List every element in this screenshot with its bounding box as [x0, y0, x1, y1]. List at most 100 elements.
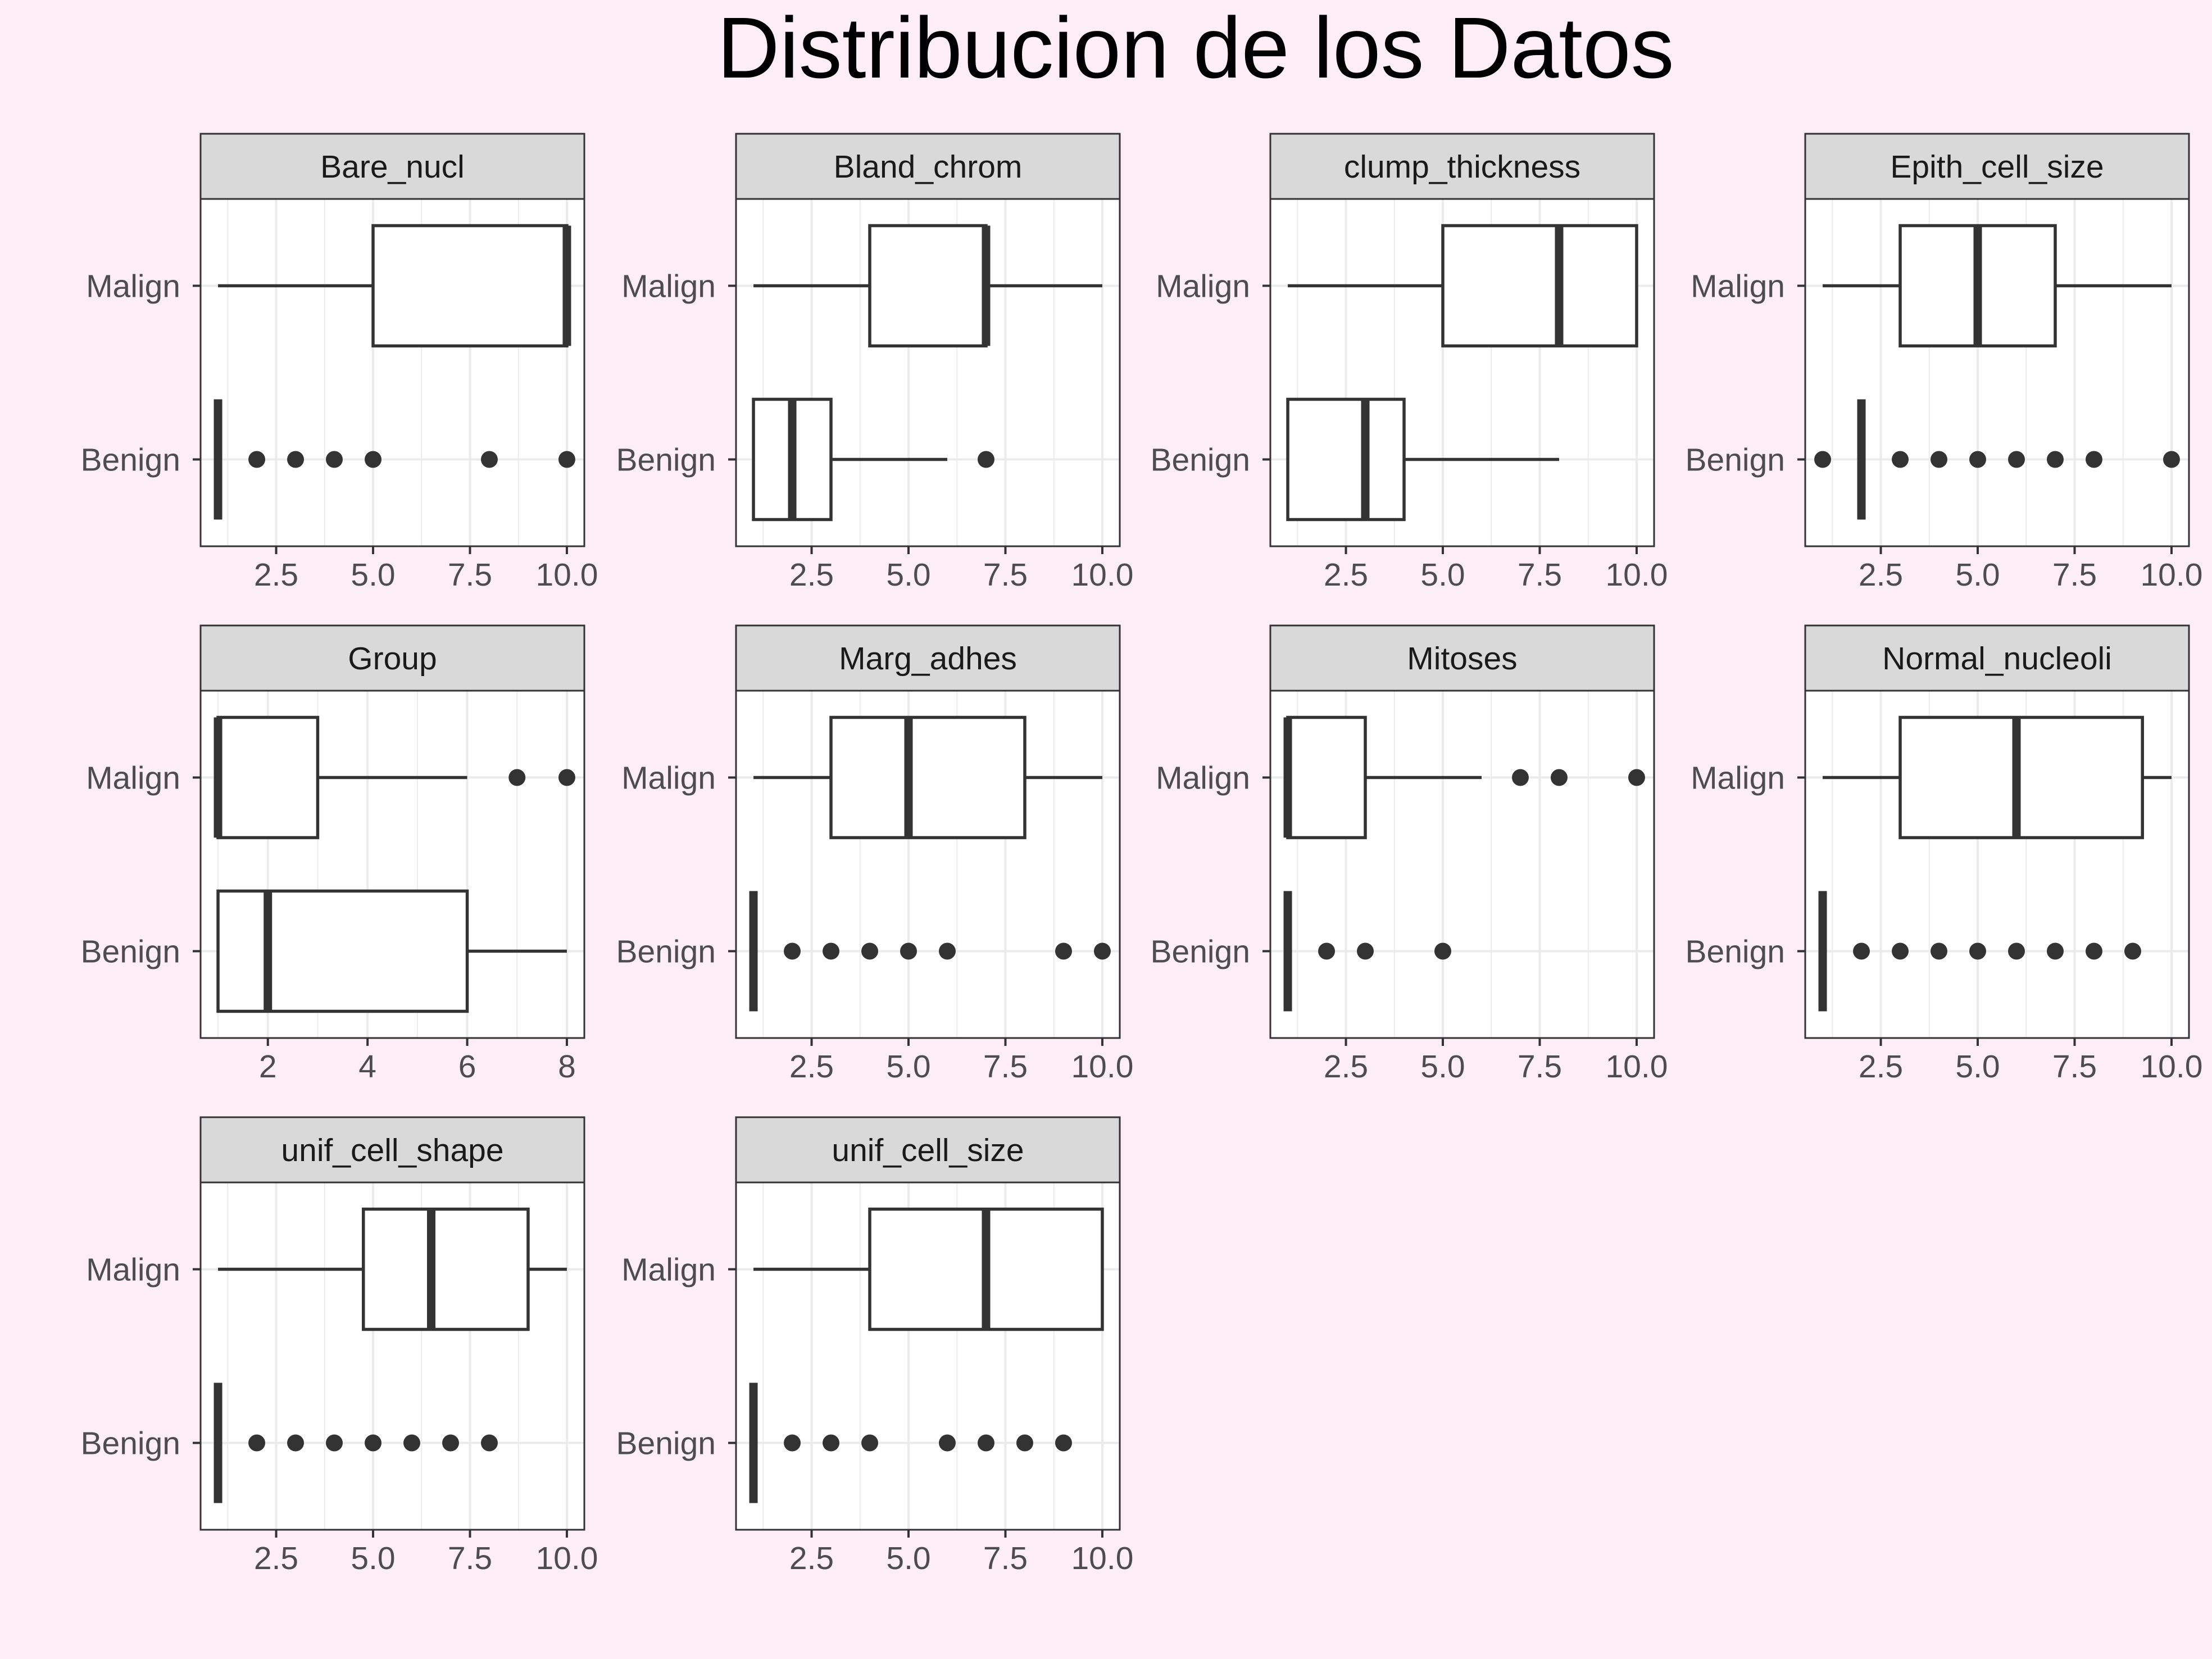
facet-panel-Epith_cell_size: Epith_cell_size Malign Benign 2.5 5.0 7.5 10.0	[1686, 133, 2202, 593]
x-tick-label: 2.5	[1324, 557, 1368, 593]
boxplot-malign	[218, 224, 571, 348]
outlier-point	[977, 451, 994, 468]
panel-border	[735, 1181, 1121, 1531]
facet-panel-Group: Group Malign Benign 2 4 6 8	[81, 624, 585, 1085]
y-tick-label-benign: Benign	[1151, 934, 1251, 970]
outlier-point	[1853, 942, 1870, 960]
facet-strip	[735, 624, 1121, 692]
facet-strip-label: Normal_nucleoli	[1882, 641, 2112, 677]
facet-strip	[1804, 624, 2190, 692]
boxplot-benign	[214, 399, 575, 520]
outlier-point	[403, 1434, 420, 1452]
boxplot-malign	[1823, 715, 2172, 840]
chart-title: Distribucion de los Datos	[717, 0, 1674, 96]
panel-border	[1804, 690, 2190, 1039]
facet-strip-label: unif_cell_shape	[281, 1132, 503, 1168]
outlier-point	[2124, 942, 2141, 960]
y-tick-label-benign: Benign	[616, 442, 716, 478]
x-tick-label: 7.5	[983, 557, 1028, 593]
boxplot-malign	[218, 1207, 567, 1331]
facet-strip	[199, 1116, 585, 1184]
outlier-point	[1357, 942, 1374, 960]
outlier-point	[823, 1434, 840, 1452]
outlier-point	[508, 769, 526, 786]
box-iqr	[868, 224, 988, 348]
outlier-point	[365, 451, 382, 468]
facet-panel-Normal_nucleoli: Normal_nucleoli Malign Benign 2.5 5.0 7.5 10.0	[1686, 624, 2202, 1085]
x-tick-label: 10.0	[1071, 557, 1133, 593]
box-iqr	[1898, 715, 2144, 840]
facet-strip	[735, 1116, 1121, 1184]
facet-strip	[1269, 624, 1655, 692]
y-tick-label-benign: Benign	[1686, 442, 1786, 478]
outlier-point	[1969, 451, 1987, 468]
x-tick-label: 2.5	[789, 1540, 834, 1576]
boxplot-benign	[752, 397, 994, 522]
facet-strip-label: Mitoses	[1407, 641, 1517, 677]
facet-strip-label: Bland_chrom	[834, 149, 1023, 185]
x-tick-label: 2.5	[1324, 1049, 1368, 1085]
box-iqr	[829, 715, 1026, 840]
facet-panels: Bare_nucl Malign Benign 2.5 5.0 7.5 10.0 Bland_…	[81, 133, 2202, 1576]
facet-panel-unif_cell_shape: unif_cell_shape Malign Benign 2.5 5.0 7.5 10.0	[81, 1116, 598, 1576]
outlier-point	[1016, 1434, 1033, 1452]
x-tick-label: 10.0	[2140, 1049, 2202, 1085]
panel-border	[199, 198, 585, 547]
boxplot-benign	[1818, 891, 2141, 1012]
outlier-point	[558, 451, 575, 468]
y-tick-label-benign: Benign	[1686, 934, 1786, 970]
facet-strip-label: Bare_nucl	[320, 149, 465, 185]
facet-strip-label: clump_thickness	[1344, 149, 1580, 185]
outlier-point	[1969, 942, 1987, 960]
outlier-point	[558, 769, 575, 786]
box-iqr	[1441, 224, 1638, 348]
facet-strip-label: unif_cell_size	[832, 1132, 1024, 1168]
outlier-point	[248, 451, 266, 468]
x-tick-label: 7.5	[983, 1049, 1028, 1085]
facet-panel-Bland_chrom: Bland_chrom Malign Benign 2.5 5.0 7.5 10.0	[616, 133, 1133, 593]
y-tick-label-malign: Malign	[621, 1252, 716, 1288]
outlier-point	[1892, 942, 1909, 960]
outlier-point	[248, 1434, 266, 1452]
box-iqr	[362, 1207, 530, 1331]
x-tick-label: 7.5	[1518, 1049, 1562, 1085]
x-tick-label: 6	[458, 1049, 476, 1085]
panel-border	[199, 690, 585, 1039]
facet-strip	[1269, 133, 1655, 200]
facet-strip	[199, 624, 585, 692]
outlier-point	[480, 1434, 498, 1452]
facet-panel-unif_cell_size: unif_cell_size Malign Benign 2.5 5.0 7.5 10.0	[616, 1116, 1133, 1576]
x-tick-label: 5.0	[1955, 557, 2000, 593]
outlier-point	[2007, 451, 2025, 468]
outlier-point	[442, 1434, 459, 1452]
x-tick-label: 2.5	[789, 1049, 834, 1085]
outlier-point	[2163, 451, 2180, 468]
outlier-point	[1628, 769, 1645, 786]
x-tick-label: 2.5	[789, 557, 834, 593]
y-tick-label-benign: Benign	[81, 934, 181, 970]
outlier-point	[977, 1434, 994, 1452]
y-tick-label-malign: Malign	[1691, 269, 1785, 305]
outlier-point	[784, 1434, 801, 1452]
boxplot-benign	[1814, 399, 2180, 520]
boxplot-malign	[753, 715, 1102, 840]
x-tick-label: 7.5	[2052, 557, 2097, 593]
facet-panel-Mitoses: Mitoses Malign Benign 2.5 5.0 7.5 10.0	[1151, 624, 1668, 1085]
x-tick-label: 2.5	[254, 557, 298, 593]
x-tick-label: 5.0	[351, 557, 395, 593]
boxplot-benign	[749, 891, 1111, 1012]
boxplot-benign	[216, 889, 567, 1013]
outlier-point	[2085, 451, 2102, 468]
boxplot-malign	[753, 224, 1102, 348]
y-tick-label-malign: Malign	[1691, 760, 1785, 796]
panel-border	[735, 198, 1121, 547]
panel-border	[735, 690, 1121, 1039]
boxplot-benign	[749, 1382, 1072, 1503]
x-tick-label: 5.0	[886, 1049, 930, 1085]
outlier-point	[2007, 942, 2025, 960]
outlier-point	[1931, 942, 1948, 960]
box-iqr	[216, 715, 320, 840]
y-tick-label-benign: Benign	[81, 1426, 181, 1462]
outlier-point	[287, 1434, 305, 1452]
